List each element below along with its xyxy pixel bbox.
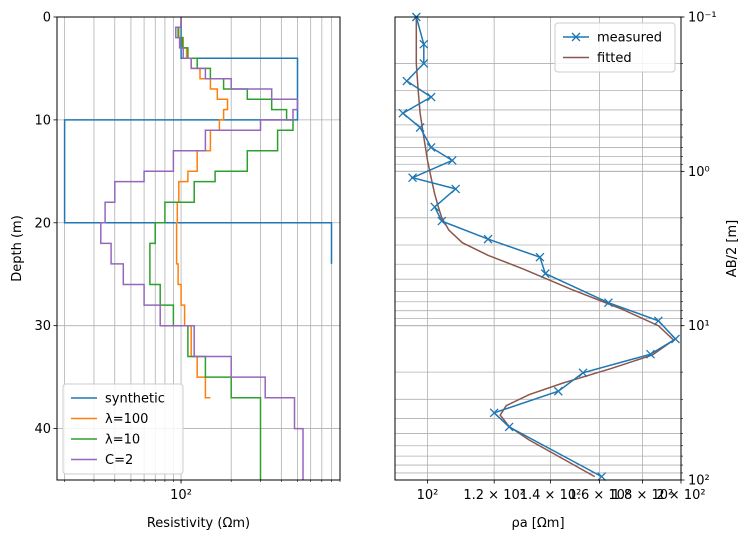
left-legend-box <box>62 383 184 475</box>
left-series-lines <box>63 17 333 480</box>
measured-point-marker <box>447 155 457 165</box>
right-plot-frame <box>394 16 682 481</box>
measured-point-marker <box>483 234 493 244</box>
right-x-tick-label: 1.8 × 10² <box>612 488 674 503</box>
measured-point-marker <box>419 39 429 49</box>
right-series-lines <box>398 12 680 482</box>
left-legend: synthetic λ=100 λ=10 C=2 <box>62 383 184 475</box>
measured-point-marker <box>597 472 607 482</box>
right-legend: measured fitted <box>554 22 676 73</box>
right-legend-label: fitted <box>597 51 632 66</box>
left-series-line-0 <box>63 17 333 264</box>
right-x-tick-label: 1.2 × 10² <box>463 488 525 503</box>
left-x-axis-label: Resistivity (Ωm) <box>147 516 250 531</box>
measured-point-marker <box>653 316 663 326</box>
measured-point-marker <box>398 108 408 118</box>
left-legend-label: synthetic <box>105 392 165 407</box>
left-y-tick-label: 0 <box>43 11 51 26</box>
right-legend-marker <box>571 32 581 42</box>
measured-point-marker <box>504 422 514 432</box>
measured-point-marker <box>578 368 588 378</box>
right-legend-box <box>554 22 676 73</box>
right-series-line-0 <box>401 16 677 478</box>
measured-point-marker <box>451 184 461 194</box>
right-series-line-1 <box>415 17 675 478</box>
right-y-tick-label: 10² <box>688 474 710 489</box>
measured-point-marker <box>437 216 447 226</box>
right-x-tick-label: 2 × 10² <box>656 488 705 503</box>
measured-point-marker <box>415 123 425 132</box>
left-series-line-1 <box>175 17 229 399</box>
left-y-tick-label: 10 <box>34 113 51 128</box>
measured-point-marker <box>426 142 436 152</box>
right-gridlines <box>395 16 682 481</box>
measured-point-marker <box>646 349 655 359</box>
measured-point-marker <box>671 334 680 344</box>
measured-point-marker <box>419 58 429 68</box>
measured-point-marker <box>603 298 613 308</box>
right-y-tick-label: 10⁻¹ <box>688 11 717 26</box>
right-x-tick-label: 10² <box>417 488 439 503</box>
measured-point-marker <box>535 252 545 262</box>
left-x-tick-label: 10² <box>170 488 192 503</box>
right-y-axis-label: AB/2 [m] <box>725 220 740 277</box>
measured-point-marker <box>540 269 550 279</box>
measured-point-marker <box>402 76 412 86</box>
left-ticks: 0 10 20 30 40 10² <box>34 11 341 503</box>
left-plot-frame <box>56 16 341 481</box>
left-legend-label: C=2 <box>105 453 133 468</box>
measured-point-marker <box>553 386 563 396</box>
right-y-tick-label: 10⁰ <box>688 165 710 180</box>
left-series-line-3 <box>100 17 304 480</box>
right-y-tick-label: 10¹ <box>688 319 710 334</box>
left-y-tick-label: 40 <box>34 422 51 437</box>
left-legend-label: λ=10 <box>105 433 140 448</box>
left-legend-label: λ=100 <box>105 412 148 427</box>
measured-point-marker <box>426 92 436 102</box>
left-y-tick-label: 30 <box>34 319 51 334</box>
right-x-tick-label: 1.6 × 10² <box>569 488 631 503</box>
left-y-axis-label: Depth (m) <box>10 215 25 282</box>
right-x-axis-label: ρa [Ωm] <box>511 516 564 531</box>
right-x-tick-label: 1.4 × 10² <box>520 488 582 503</box>
measured-point-marker <box>489 408 499 418</box>
right-legend-label: measured <box>597 31 662 46</box>
left-y-tick-label: 20 <box>34 216 51 231</box>
measured-point-marker <box>430 202 440 212</box>
measured-point-marker <box>408 173 418 183</box>
